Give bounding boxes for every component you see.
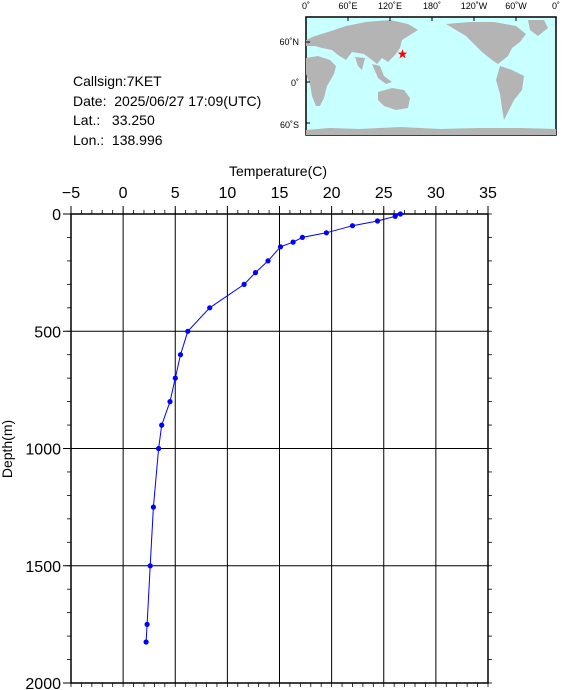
- land-africa: [306, 56, 336, 106]
- temperature-data-point: [265, 258, 271, 264]
- temperature-profile-line: [145, 213, 401, 643]
- y-tick-label: 0: [52, 207, 61, 224]
- temperature-data-point: [323, 230, 329, 236]
- temperature-data-point: [167, 399, 173, 405]
- y-axis-title: Depth(m): [0, 420, 15, 478]
- chart-grid: [70, 213, 489, 684]
- map-grid: [306, 17, 517, 124]
- map-lon-label-4: 120˚W: [461, 1, 488, 11]
- x-tick-label: −5: [62, 185, 80, 202]
- temperature-data-point: [277, 244, 284, 250]
- map-lon-label-1: 60˚E: [338, 1, 357, 11]
- land-south-america: [496, 66, 524, 120]
- land-greenland: [528, 20, 548, 36]
- temperature-data-point: [397, 211, 403, 217]
- map-lat-label-2: 60˚S: [280, 120, 299, 130]
- map-land: [306, 20, 556, 135]
- lat-text: Lat.: 33.250: [73, 112, 155, 128]
- land-europe-asia: [306, 20, 418, 64]
- x-tick-label: 0: [119, 185, 128, 202]
- land-australia: [378, 88, 410, 110]
- map-lat-label-1: 0˚: [291, 78, 299, 88]
- temperature-data-point: [185, 328, 191, 334]
- temperature-data-point: [349, 223, 356, 229]
- callsign-text: Callsign:7KET: [73, 73, 162, 89]
- date-text: Date: 2025/06/27 17:09(UTC): [73, 92, 262, 109]
- temperature-data-point: [172, 375, 178, 381]
- x-tick-label: 30: [427, 185, 445, 202]
- temperature-data-point: [374, 218, 381, 224]
- land-india: [355, 57, 365, 70]
- x-tick-label: 25: [375, 185, 393, 202]
- location-map: 0˚ 60˚E 120˚E 180˚ 120˚W 60˚W 0˚ 60˚N 0˚…: [279, 1, 560, 136]
- map-lon-label-2: 120˚E: [378, 1, 402, 11]
- map-lat-label-0: 60˚N: [279, 37, 299, 47]
- temperature-data-point: [241, 281, 247, 287]
- lon-text: Lon.: 138.996: [73, 131, 163, 148]
- y-tick-label: 500: [34, 324, 61, 341]
- land-antarctica: [306, 127, 556, 135]
- temperature-data-point: [299, 234, 305, 240]
- chart-ticks: [63, 206, 492, 687]
- temperature-data-point: [392, 213, 398, 219]
- y-tick-labels: 0 500 1000 1500 2000: [25, 207, 61, 690]
- temperature-profile-points: [143, 211, 403, 645]
- y-tick-label: 2000: [25, 676, 61, 690]
- temperature-data-point: [290, 239, 296, 245]
- station-info: Callsign:7KET Date: 2025/06/27 17:09(UTC…: [73, 72, 261, 150]
- map-lon-label-6: 0˚: [552, 1, 560, 11]
- x-tick-label: 20: [323, 185, 341, 202]
- map-lat-labels: 60˚N 0˚ 60˚S: [279, 37, 299, 130]
- map-lon-label-0: 0˚: [302, 1, 310, 11]
- x-tick-label: 15: [271, 185, 289, 202]
- y-tick-label: 1000: [25, 442, 61, 459]
- temperature-data-point: [150, 504, 156, 510]
- star-icon: [397, 49, 408, 59]
- temperature-data-point: [177, 352, 184, 358]
- temperature-data-point: [252, 270, 259, 276]
- plot-frame: [70, 213, 489, 684]
- x-tick-labels: −5 0 5 10 15 20 25 30 35: [62, 185, 497, 202]
- temperature-data-point: [159, 422, 165, 428]
- x-tick-label: 5: [171, 185, 180, 202]
- map-lon-labels: 0˚ 60˚E 120˚E 180˚ 120˚W 60˚W 0˚: [302, 1, 560, 11]
- y-tick-label: 1500: [25, 559, 61, 576]
- x-axis-title: Temperature(C): [229, 163, 327, 179]
- map-lon-label-5: 60˚W: [505, 1, 527, 11]
- x-tick-label: 35: [479, 185, 497, 202]
- x-tick-label: 10: [218, 185, 236, 202]
- temperature-data-point: [147, 563, 153, 569]
- temperature-data-point: [207, 305, 213, 311]
- temperature-data-point: [143, 639, 149, 645]
- temperature-data-point: [144, 621, 150, 628]
- map-lon-label-3: 180˚: [423, 1, 441, 11]
- temperature-data-point: [156, 445, 162, 452]
- land-se-asia: [372, 64, 392, 84]
- land-north-america: [446, 22, 526, 64]
